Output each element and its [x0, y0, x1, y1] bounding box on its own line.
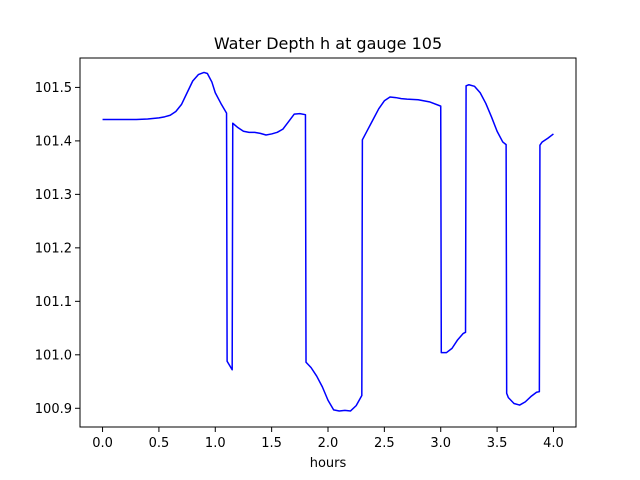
x-tick-label: 2.0 — [318, 436, 339, 451]
y-tick-label: 101.0 — [35, 348, 72, 363]
x-axis: 0.0 0.5 1.0 1.5 2.0 2.5 3.0 3.5 4.0 — [92, 427, 564, 451]
x-tick-label: 1.0 — [205, 436, 226, 451]
series-line-0 — [102, 71, 554, 412]
y-tick-label: 101.2 — [35, 241, 72, 256]
y-tick-label: 101.1 — [35, 295, 72, 310]
y-tick-label: 101.3 — [35, 188, 72, 203]
x-tick-label: 4.0 — [543, 436, 564, 451]
x-tick-label: 3.5 — [487, 436, 508, 451]
y-tick-label: 100.9 — [35, 402, 72, 417]
x-tick-label: 0.0 — [92, 436, 113, 451]
x-tick-label: 1.5 — [261, 436, 282, 451]
x-axis-label: hours — [310, 456, 347, 471]
y-axis: 100.9 101.0 101.1 101.2 101.3 101.4 101.5 — [35, 81, 80, 417]
axes-frame — [79, 57, 577, 428]
x-tick-label: 3.0 — [430, 436, 451, 451]
y-tick-label: 101.4 — [35, 134, 72, 149]
chart-title: Water Depth h at gauge 105 — [214, 34, 442, 53]
x-tick-label: 2.5 — [374, 436, 395, 451]
y-tick-label: 101.5 — [35, 81, 72, 96]
plot-area — [102, 71, 554, 412]
x-tick-label: 0.5 — [149, 436, 170, 451]
